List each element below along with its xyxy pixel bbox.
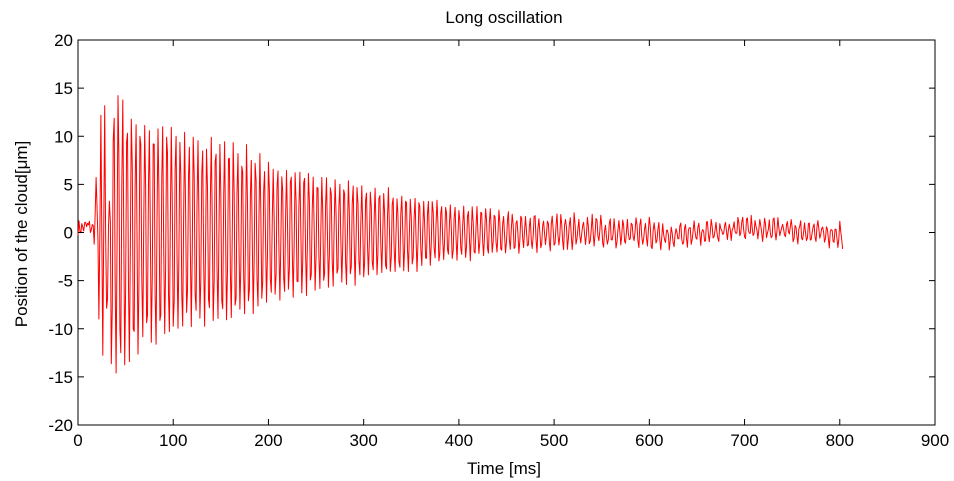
- x-axis: 0 100 200 300 400 500 600 700 800 900: [73, 40, 949, 450]
- y-tick-label: 5: [64, 175, 73, 194]
- x-tick-label: 600: [635, 431, 663, 450]
- y-tick-label: -20: [48, 416, 73, 435]
- x-tick-label: 100: [159, 431, 187, 450]
- y-tick-label: 0: [64, 224, 73, 243]
- plot-area: [77, 39, 936, 426]
- x-tick-label: 500: [540, 431, 568, 450]
- y-tick-label: 15: [54, 79, 73, 98]
- x-tick-label: 700: [730, 431, 758, 450]
- x-axis-title: Time [ms]: [467, 459, 541, 478]
- y-tick-label: -5: [58, 272, 73, 291]
- y-axis: -20 -15 -10 -5 0 5 10 15 20: [48, 31, 935, 435]
- x-tick-label: 800: [826, 431, 854, 450]
- y-tick-label: 10: [54, 127, 73, 146]
- x-tick-label: 0: [73, 431, 82, 450]
- y-tick-label: 20: [54, 31, 73, 50]
- x-tick-label: 900: [921, 431, 949, 450]
- series-line: [77, 95, 844, 374]
- y-tick-label: -10: [48, 320, 73, 339]
- y-tick-label: -15: [48, 368, 73, 387]
- x-tick-label: 400: [445, 431, 473, 450]
- x-tick-label: 300: [349, 431, 377, 450]
- y-axis-title: Position of the cloud[μm]: [12, 141, 31, 328]
- x-tick-label: 200: [254, 431, 282, 450]
- chart-title: Long oscillation: [445, 8, 562, 27]
